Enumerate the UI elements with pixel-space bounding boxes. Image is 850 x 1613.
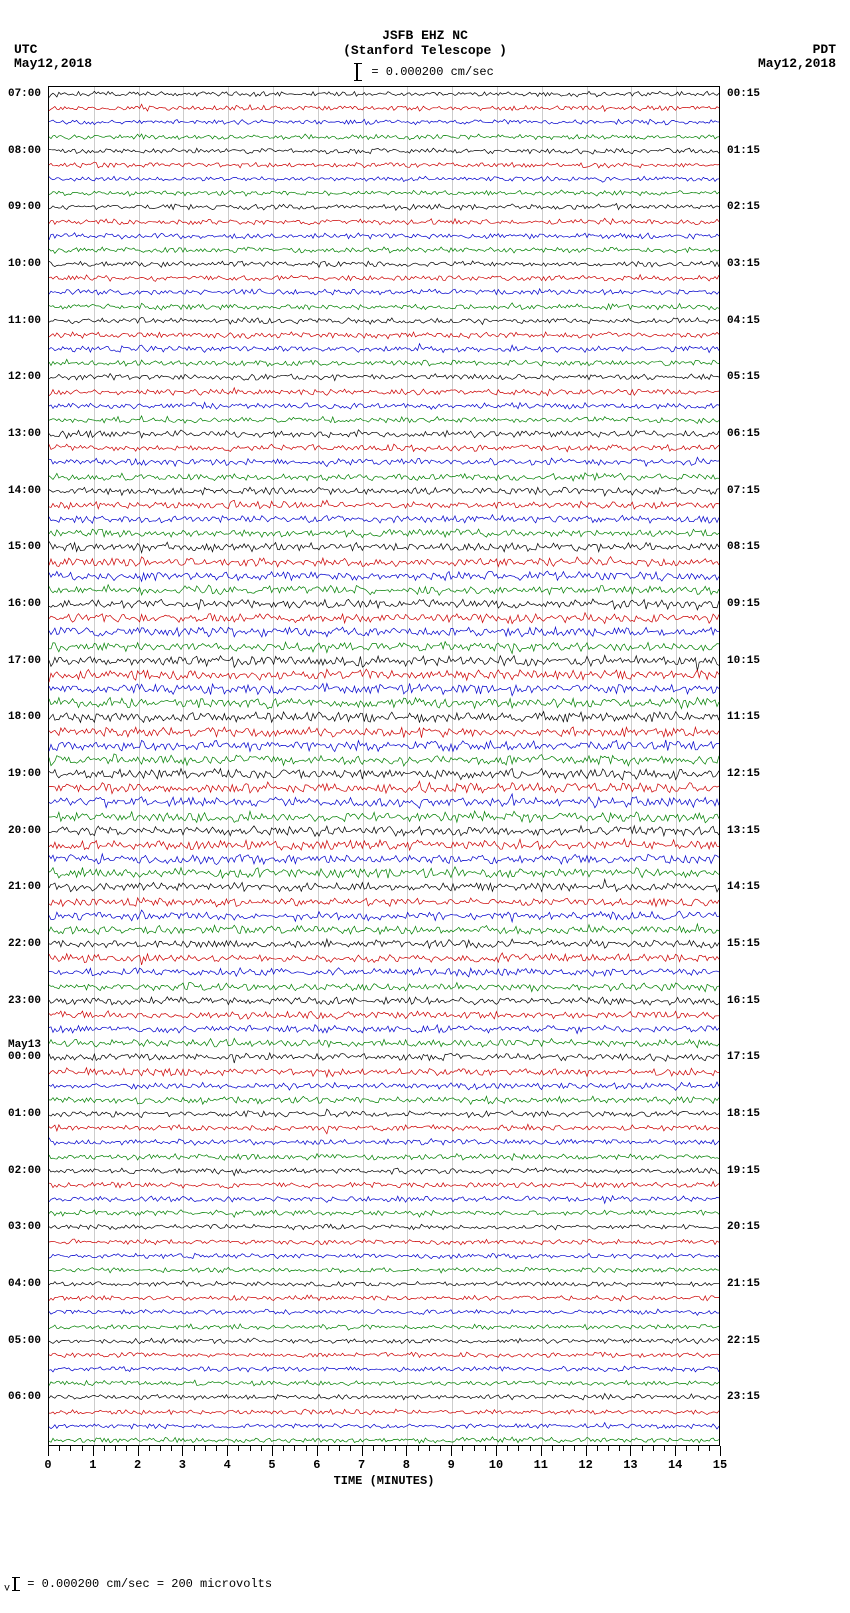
x-tick-label: 2 [134, 1458, 141, 1472]
x-tick-label: 15 [713, 1458, 727, 1472]
utc-hour-label: 10:00 [8, 258, 41, 270]
x-tick-label: 3 [179, 1458, 186, 1472]
pdt-hour-label: 18:15 [727, 1108, 760, 1120]
x-tick-label: 11 [534, 1458, 548, 1472]
utc-hour-label: 17:00 [8, 655, 41, 667]
pdt-hour-label: 02:15 [727, 201, 760, 213]
scale-bar-icon [356, 63, 358, 81]
right-date: May12,2018 [758, 56, 836, 71]
utc-hour-label: 00:00 [8, 1051, 41, 1063]
pdt-hour-label: 08:15 [727, 541, 760, 553]
pdt-hour-label: 01:15 [727, 145, 760, 157]
utc-hour-label: 01:00 [8, 1108, 41, 1120]
pdt-hour-label: 16:15 [727, 995, 760, 1007]
pdt-hour-label: 17:15 [727, 1051, 760, 1063]
x-tick-label: 8 [403, 1458, 410, 1472]
utc-hour-label: 08:00 [8, 145, 41, 157]
x-tick-label: 0 [44, 1458, 51, 1472]
x-tick-label: 1 [89, 1458, 96, 1472]
seismogram-trace [49, 1433, 719, 1447]
pdt-hour-label: 05:15 [727, 371, 760, 383]
x-axis-title: TIME (MINUTES) [48, 1474, 720, 1488]
right-timezone: PDT [813, 42, 836, 57]
utc-hour-label: 06:00 [8, 1391, 41, 1403]
x-tick-label: 7 [358, 1458, 365, 1472]
pdt-hour-label: 07:15 [727, 485, 760, 497]
x-axis: TIME (MINUTES) 0123456789101112131415 [48, 1446, 720, 1486]
x-tick-label: 6 [313, 1458, 320, 1472]
footer-text: = 0.000200 cm/sec = 200 microvolts [27, 1578, 272, 1592]
pdt-hour-label: 13:15 [727, 825, 760, 837]
pdt-hour-label: 20:15 [727, 1221, 760, 1233]
utc-hour-label: 05:00 [8, 1335, 41, 1347]
utc-hour-label: 07:00 [8, 88, 41, 100]
footer-scale: v = 0.000200 cm/sec = 200 microvolts [4, 1577, 272, 1595]
pdt-hour-label: 21:15 [727, 1278, 760, 1290]
pdt-hour-label: 22:15 [727, 1335, 760, 1347]
amplitude-scale: = 0.000200 cm/sec [0, 63, 850, 81]
pdt-hour-label: 10:15 [727, 655, 760, 667]
pdt-hour-label: 04:15 [727, 315, 760, 327]
pdt-hour-label: 00:15 [727, 88, 760, 100]
pdt-hour-label: 09:15 [727, 598, 760, 610]
x-tick-label: 10 [489, 1458, 503, 1472]
utc-hour-label: 03:00 [8, 1221, 41, 1233]
x-tick-label: 4 [224, 1458, 231, 1472]
utc-hour-label: 23:00 [8, 995, 41, 1007]
pdt-hour-label: 14:15 [727, 881, 760, 893]
x-tick-label: 12 [578, 1458, 592, 1472]
helicorder-plot: 07:0000:1508:0001:1509:0002:1510:0003:15… [48, 86, 720, 1446]
left-timezone: UTC [14, 42, 37, 57]
station-code: JSFB EHZ NC [0, 28, 850, 43]
x-tick-label: 13 [623, 1458, 637, 1472]
utc-hour-label: 18:00 [8, 711, 41, 723]
utc-hour-label: 20:00 [8, 825, 41, 837]
x-tick-label: 9 [448, 1458, 455, 1472]
pdt-hour-label: 23:15 [727, 1391, 760, 1403]
utc-hour-label: 04:00 [8, 1278, 41, 1290]
pdt-hour-label: 06:15 [727, 428, 760, 440]
pdt-hour-label: 15:15 [727, 938, 760, 950]
utc-hour-label: 13:00 [8, 428, 41, 440]
utc-hour-label: 22:00 [8, 938, 41, 950]
station-name: (Stanford Telescope ) [0, 43, 850, 58]
utc-hour-label: 16:00 [8, 598, 41, 610]
day-rollover-label: May13 [8, 1039, 41, 1051]
pdt-hour-label: 19:15 [727, 1165, 760, 1177]
x-tick-label: 5 [268, 1458, 275, 1472]
chart-header: JSFB EHZ NC (Stanford Telescope ) [0, 28, 850, 58]
utc-hour-label: 12:00 [8, 371, 41, 383]
utc-hour-label: 15:00 [8, 541, 41, 553]
left-date: May12,2018 [14, 56, 92, 71]
scale-text: = 0.000200 cm/sec [371, 65, 493, 79]
utc-hour-label: 11:00 [8, 315, 41, 327]
utc-hour-label: 19:00 [8, 768, 41, 780]
utc-hour-label: 02:00 [8, 1165, 41, 1177]
utc-hour-label: 21:00 [8, 881, 41, 893]
x-tick-label: 14 [668, 1458, 682, 1472]
pdt-hour-label: 11:15 [727, 711, 760, 723]
utc-hour-label: 14:00 [8, 485, 41, 497]
pdt-hour-label: 12:15 [727, 768, 760, 780]
scale-bar-icon [14, 1577, 16, 1591]
pdt-hour-label: 03:15 [727, 258, 760, 270]
utc-hour-label: 09:00 [8, 201, 41, 213]
